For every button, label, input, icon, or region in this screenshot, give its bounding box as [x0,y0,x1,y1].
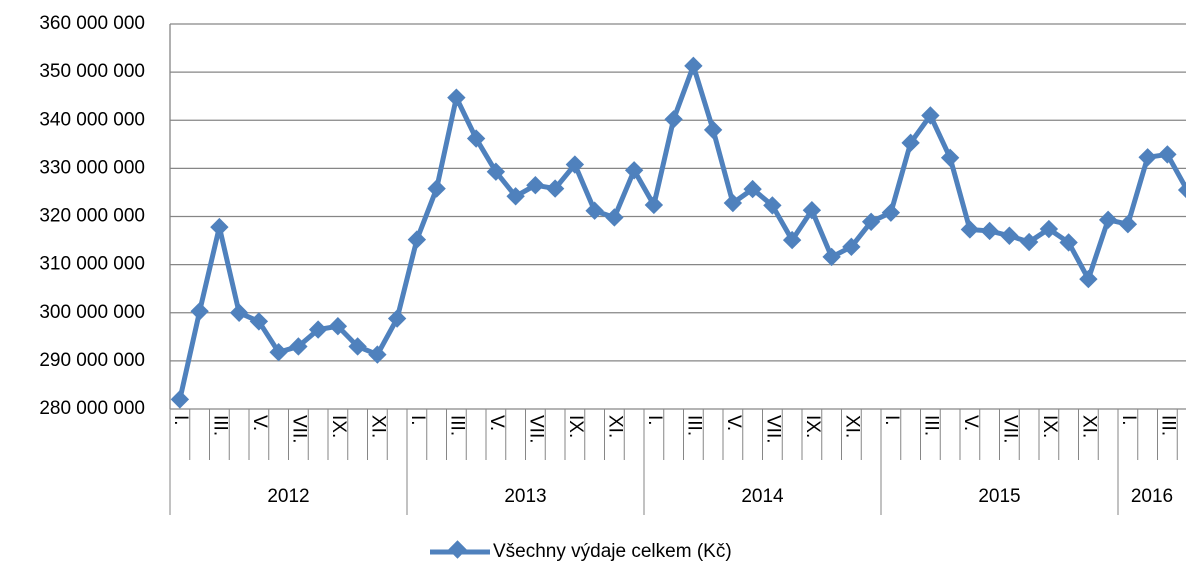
data-point [348,337,367,356]
y-tick-label: 310 000 000 [39,254,145,275]
x-tick-label: VII. [288,415,309,444]
group-label: 2015 [978,486,1020,507]
x-tick-label: VII. [525,415,546,444]
x-tick-label: XI. [604,415,625,438]
data-point [822,247,841,267]
y-tick-label: 350 000 000 [39,61,145,82]
data-point [1079,269,1098,289]
x-tick-label: I. [1118,415,1139,426]
data-point [545,179,565,198]
x-tick-label: I. [881,415,902,426]
group-label: 2013 [504,486,546,507]
x-tick-label: VII. [762,415,783,444]
data-point [802,201,822,220]
data-point [1000,226,1019,245]
data-line [177,63,1186,400]
data-point [190,302,209,321]
y-tick-label: 360 000 000 [39,13,145,34]
x-tick-label: I. [170,415,191,426]
data-point [703,120,723,140]
x-tick-label: VII. [999,415,1020,444]
y-tick-label: 320 000 000 [39,206,145,227]
x-tick-label: V. [486,415,507,431]
x-tick-label: IX. [328,415,349,438]
data-point [605,208,624,227]
group-label: 2012 [267,486,309,507]
legend-marker [448,540,467,559]
y-tick-label: 300 000 000 [39,302,145,323]
data-point [1039,219,1059,239]
x-tick-label: V. [249,415,270,431]
x-tick-label: III. [920,415,941,436]
data-point [901,133,920,153]
x-tick-label: III. [1157,415,1178,436]
data-point [723,193,743,213]
data-point [1177,180,1186,200]
data-point [881,203,901,222]
data-point [427,179,446,198]
data-point [328,317,348,336]
y-tick-label: 280 000 000 [39,398,145,419]
data-point [664,110,683,129]
x-tick-label: XI. [841,415,862,438]
data-point [980,221,999,241]
data-point [624,161,644,180]
data-point [506,187,525,206]
data-point [466,129,486,148]
x-tick-label: XI. [367,415,388,438]
data-point [585,201,604,220]
x-tick-label: I. [644,415,665,426]
x-tick-label: IX. [565,415,586,438]
data-point [170,390,190,409]
x-tick-label: III. [446,415,467,436]
data-point [210,217,229,237]
data-point [1158,145,1177,164]
x-tick-label: III. [209,415,230,436]
x-tick-label: I. [407,415,428,426]
data-point [1098,210,1118,230]
data-point [387,309,407,328]
x-tick-label: IX. [802,415,823,438]
data-point [861,212,881,231]
data-point [684,56,703,76]
y-tick-label: 340 000 000 [39,109,145,130]
data-point [407,230,427,249]
y-tick-label: 290 000 000 [39,350,145,371]
data-point [249,312,269,331]
data-point [644,195,664,215]
x-tick-label: V. [960,415,981,431]
data-point [229,303,249,322]
x-tick-label: XI. [1078,415,1099,438]
data-point [526,176,545,195]
x-tick-label: IX. [1039,415,1060,438]
data-point [308,320,328,339]
data-point [269,343,288,362]
data-point [763,196,782,215]
x-tick-label: V. [723,415,744,431]
y-tick-label: 330 000 000 [39,157,145,178]
data-point [289,337,308,356]
data-point [743,179,762,199]
data-point [960,220,980,239]
grid [170,23,1186,410]
legend-label: Všechny výdaje celkem (Kč) [493,541,732,562]
data-point [782,230,802,250]
data-point [1019,232,1039,252]
group-label: 2016 [1131,486,1173,507]
x-tick-label: III. [683,415,704,436]
data-point [921,106,940,125]
data-point [940,148,960,167]
group-label: 2014 [741,486,784,507]
data-point [368,345,387,364]
data-point [1059,233,1078,252]
data-point [1138,148,1157,167]
data-point [447,88,466,107]
data-point [486,162,506,181]
legend: Všechny výdaje celkem (Kč) [430,540,732,562]
data-point [565,155,585,174]
data-point [1118,215,1138,234]
data-point [842,237,861,257]
